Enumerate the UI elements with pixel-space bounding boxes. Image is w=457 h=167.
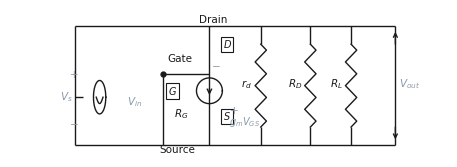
Text: Source: Source (159, 145, 196, 155)
Text: $-$: $-$ (69, 118, 79, 128)
Text: $R_L$: $R_L$ (330, 77, 343, 91)
Text: $-$: $-$ (211, 60, 221, 70)
Text: $S$: $S$ (223, 111, 231, 122)
Text: $V_{in}$: $V_{in}$ (127, 95, 142, 109)
Text: $g_m V_{GS}$: $g_m V_{GS}$ (229, 115, 260, 129)
Text: $G$: $G$ (168, 85, 177, 97)
Text: Drain: Drain (199, 15, 227, 25)
Text: $R_D$: $R_D$ (288, 77, 303, 91)
Text: $+$: $+$ (69, 68, 79, 79)
Text: $r_d$: $r_d$ (241, 78, 252, 91)
Text: $+$: $+$ (229, 105, 239, 116)
Text: Gate: Gate (167, 54, 192, 64)
Text: $D$: $D$ (223, 38, 232, 50)
Text: $V_{out}$: $V_{out}$ (399, 77, 420, 91)
Text: $R_G$: $R_G$ (174, 108, 188, 121)
Text: $V_s$: $V_s$ (60, 90, 73, 104)
